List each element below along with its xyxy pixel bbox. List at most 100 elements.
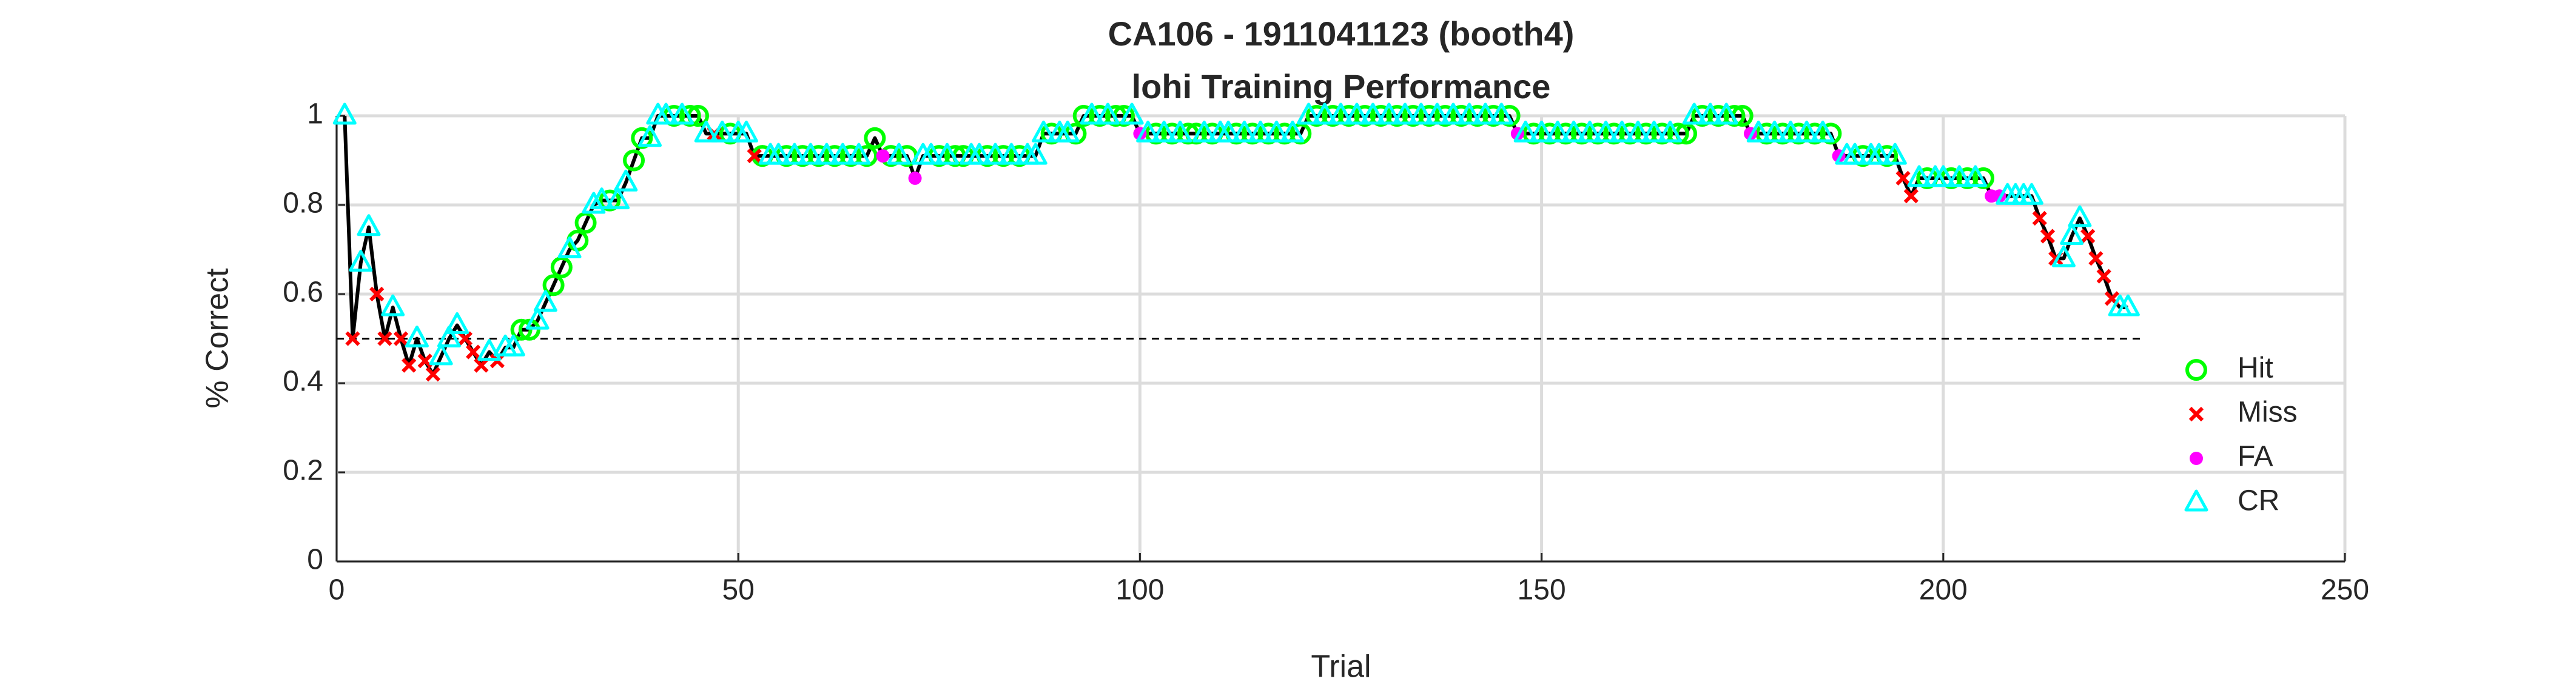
fa-marker bbox=[2190, 452, 2203, 465]
y-tick-label: 1 bbox=[307, 98, 323, 130]
legend-label: Hit bbox=[2238, 352, 2273, 384]
cr-marker bbox=[1594, 120, 1618, 142]
y-axis-label: % Correct bbox=[200, 268, 235, 409]
miss-marker bbox=[2096, 269, 2111, 284]
cr-marker bbox=[405, 326, 429, 347]
miss-marker bbox=[402, 358, 417, 373]
hit-marker bbox=[518, 318, 540, 341]
cr-marker bbox=[1795, 120, 1819, 142]
x-tick-label: 100 bbox=[1115, 574, 1164, 606]
y-tick-label: 0.2 bbox=[283, 455, 323, 487]
hit-marker bbox=[1619, 122, 1641, 145]
fa-marker bbox=[876, 149, 890, 163]
hit-marker bbox=[599, 189, 621, 212]
cr-marker bbox=[1280, 120, 1305, 142]
hit-marker bbox=[1538, 122, 1561, 145]
cr-marker bbox=[445, 312, 469, 334]
cr-marker bbox=[654, 102, 678, 125]
cr-marker bbox=[1883, 142, 1907, 165]
cr-marker bbox=[1746, 120, 1771, 142]
hit-marker bbox=[856, 145, 878, 167]
cr-marker bbox=[830, 142, 855, 165]
hit-marker bbox=[1241, 122, 1263, 145]
hit-marker bbox=[2185, 359, 2207, 381]
miss-marker bbox=[377, 331, 392, 346]
cr-marker bbox=[525, 307, 550, 330]
miss-marker bbox=[747, 149, 762, 164]
hit-marker bbox=[1089, 105, 1111, 127]
x-tick-label: 250 bbox=[2321, 574, 2369, 606]
cr-marker bbox=[1867, 142, 1891, 165]
miss-marker bbox=[457, 331, 473, 346]
cr-marker bbox=[1345, 102, 1369, 125]
cr-marker bbox=[983, 142, 1007, 165]
hit-marker bbox=[1635, 122, 1657, 145]
hit-marker bbox=[864, 127, 886, 149]
cr-marker bbox=[1843, 142, 1867, 165]
cr-marker bbox=[1545, 120, 1570, 142]
hit-marker bbox=[631, 127, 653, 149]
hit-marker bbox=[1354, 105, 1376, 127]
y-tick-label: 0.8 bbox=[283, 187, 323, 219]
cr-marker bbox=[1610, 120, 1634, 142]
x-tick-label: 0 bbox=[329, 574, 345, 606]
cr-marker bbox=[1714, 102, 1738, 125]
x-tick-label: 200 bbox=[1919, 574, 1968, 606]
hit-marker bbox=[510, 318, 533, 341]
miss-marker bbox=[393, 331, 409, 346]
x-tick-label: 50 bbox=[722, 574, 755, 606]
miss-marker bbox=[474, 358, 489, 373]
cr-marker bbox=[590, 187, 614, 210]
cr-marker bbox=[847, 142, 871, 165]
hit-marker bbox=[542, 274, 565, 296]
cr-marker bbox=[919, 142, 943, 165]
cr-marker bbox=[332, 102, 357, 125]
miss-marker bbox=[1895, 170, 1911, 186]
cr-marker bbox=[782, 142, 807, 165]
cr-marker bbox=[437, 326, 461, 347]
cr-marker bbox=[1658, 120, 1682, 142]
hit-marker bbox=[1072, 105, 1095, 127]
cr-marker bbox=[357, 214, 381, 236]
hit-marker bbox=[1707, 105, 1729, 127]
miss-marker bbox=[489, 353, 505, 369]
hit-marker bbox=[623, 149, 645, 172]
miss-marker bbox=[425, 367, 441, 382]
miss-marker bbox=[2040, 229, 2056, 244]
hit-marker bbox=[1723, 105, 1746, 127]
miss-marker bbox=[345, 331, 360, 346]
cr-marker bbox=[1763, 120, 1787, 142]
hit-marker bbox=[1402, 105, 1424, 127]
series-2 bbox=[876, 127, 2006, 203]
cr-marker bbox=[1233, 120, 1257, 142]
cr-marker bbox=[533, 290, 557, 312]
hit-marker bbox=[1498, 105, 1521, 127]
cr-marker bbox=[2060, 223, 2084, 245]
cr-marker bbox=[381, 294, 405, 317]
hit-marker bbox=[1434, 105, 1456, 127]
cr-marker bbox=[1023, 142, 1048, 165]
hit-marker bbox=[792, 145, 814, 167]
cr-marker bbox=[1136, 120, 1160, 142]
hit-marker bbox=[1602, 122, 1625, 145]
cr-marker bbox=[1265, 120, 1289, 142]
cr-marker bbox=[1562, 120, 1586, 142]
y-tick-label: 0.6 bbox=[283, 276, 323, 309]
cr-marker bbox=[887, 142, 911, 165]
cr-marker bbox=[967, 142, 992, 165]
cr-marker bbox=[1578, 120, 1602, 142]
series-1 bbox=[345, 126, 2120, 382]
cr-marker bbox=[1248, 120, 1273, 142]
cr-marker bbox=[1489, 102, 1513, 125]
cr-marker bbox=[1425, 102, 1449, 125]
cr-marker bbox=[1377, 102, 1401, 125]
cr-marker bbox=[1441, 102, 1465, 125]
hit-marker bbox=[1145, 122, 1167, 145]
cr-marker bbox=[1907, 165, 1931, 187]
cr-marker bbox=[1642, 120, 1666, 142]
hit-marker bbox=[1820, 122, 1842, 145]
hit-marker bbox=[1587, 122, 1609, 145]
cr-marker bbox=[1947, 165, 1971, 187]
series-0 bbox=[510, 105, 1995, 341]
